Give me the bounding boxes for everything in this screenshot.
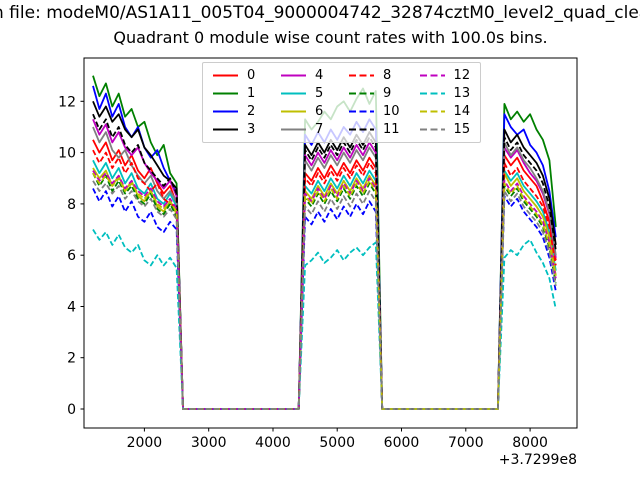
legend-entry-1: 1 (212, 86, 261, 101)
series-line-6 (92, 167, 557, 410)
chart-title: Quadrant 0 module wise count rates with … (113, 28, 548, 47)
series-line-8 (92, 149, 557, 410)
legend-entry-3: 3 (212, 122, 261, 137)
legend-line-swatch (213, 110, 238, 113)
legend-line-swatch (281, 92, 306, 95)
series-line-0 (92, 139, 557, 410)
legend-entry-label: 13 (453, 86, 471, 101)
legend-entry-label: 14 (453, 104, 471, 119)
legend-entry-12: 12 (419, 68, 471, 83)
legend-entry-label: 9 (383, 86, 392, 101)
series-line-15 (92, 180, 557, 410)
legend-entry-13: 13 (419, 86, 471, 101)
series-line-13 (92, 229, 557, 410)
series-line-9 (92, 172, 557, 410)
x-tick-label: 3000 (191, 435, 227, 451)
legend-line-swatch (213, 92, 238, 95)
x-tick-label: 7000 (448, 435, 484, 451)
y-tick-label: 6 (67, 248, 76, 264)
y-tick-label: 2 (67, 351, 76, 367)
series-line-4 (92, 118, 557, 410)
x-tick-label: 2000 (127, 435, 163, 451)
legend-line-swatch (349, 128, 374, 131)
legend-line-swatch (419, 128, 445, 131)
legend-entry-8: 8 (348, 68, 400, 83)
x-axis-offset-label: +3.7299e8 (499, 452, 577, 468)
legend-entry-label: 8 (383, 68, 392, 83)
legend-entry-0: 0 (212, 68, 261, 83)
series-line-12 (92, 170, 557, 410)
legend-line-swatch (419, 92, 445, 95)
axes-frame (83, 57, 578, 429)
legend-entry-label: 7 (315, 122, 324, 137)
legend-entry-10: 10 (348, 104, 400, 119)
legend-entry-15: 15 (419, 122, 471, 137)
legend-line-swatch (281, 128, 306, 131)
legend-entry-label: 5 (315, 86, 324, 101)
legend-entry-4: 4 (280, 68, 329, 83)
x-tick-label: 8000 (512, 435, 548, 451)
legend-entry-2: 2 (212, 104, 261, 119)
legend-entry-9: 9 (348, 86, 400, 101)
y-tick-label: 4 (67, 300, 76, 316)
legend: 0 1 2 3 4 5 6 7 8 9 10 11 12 13 14 15 (202, 62, 482, 143)
y-tick-label: 8 (67, 197, 76, 213)
legend-entry-7: 7 (280, 122, 329, 137)
series-line-3 (92, 100, 557, 410)
legend-entry-label: 3 (247, 122, 256, 137)
series-line-7 (92, 126, 557, 410)
series-line-5 (92, 159, 557, 410)
legend-line-swatch (213, 128, 238, 131)
series-line-10 (92, 188, 557, 410)
legend-entry-label: 2 (247, 104, 256, 119)
y-tick-label: 12 (58, 94, 76, 110)
legend-line-swatch (213, 74, 238, 77)
y-tick-label: 0 (67, 402, 76, 418)
legend-entry-label: 11 (383, 122, 400, 137)
legend-entry-label: 6 (315, 104, 324, 119)
legend-line-swatch (349, 110, 374, 113)
legend-line-swatch (349, 92, 374, 95)
x-tick-label: 6000 (384, 435, 420, 451)
legend-entry-6: 6 (280, 104, 329, 119)
series-line-11 (92, 113, 557, 410)
legend-entry-5: 5 (280, 86, 329, 101)
legend-entry-11: 11 (348, 122, 400, 137)
legend-entry-label: 10 (383, 104, 400, 119)
file-suptitle: n file: modeM0/AS1A11_005T04_9000004742_… (0, 3, 640, 23)
legend-entry-14: 14 (419, 104, 471, 119)
legend-line-swatch (419, 74, 445, 77)
series-line-14 (92, 172, 557, 410)
legend-entry-label: 4 (315, 68, 324, 83)
y-tick-label: 10 (58, 146, 76, 162)
legend-line-swatch (281, 74, 306, 77)
x-tick-label: 5000 (319, 435, 355, 451)
legend-entry-label: 0 (247, 68, 256, 83)
legend-line-swatch (349, 74, 374, 77)
legend-entry-label: 15 (453, 122, 471, 137)
x-tick-label: 4000 (255, 435, 291, 451)
legend-line-swatch (419, 110, 445, 113)
legend-line-swatch (281, 110, 306, 113)
legend-entry-label: 12 (453, 68, 471, 83)
legend-entry-label: 1 (247, 86, 256, 101)
